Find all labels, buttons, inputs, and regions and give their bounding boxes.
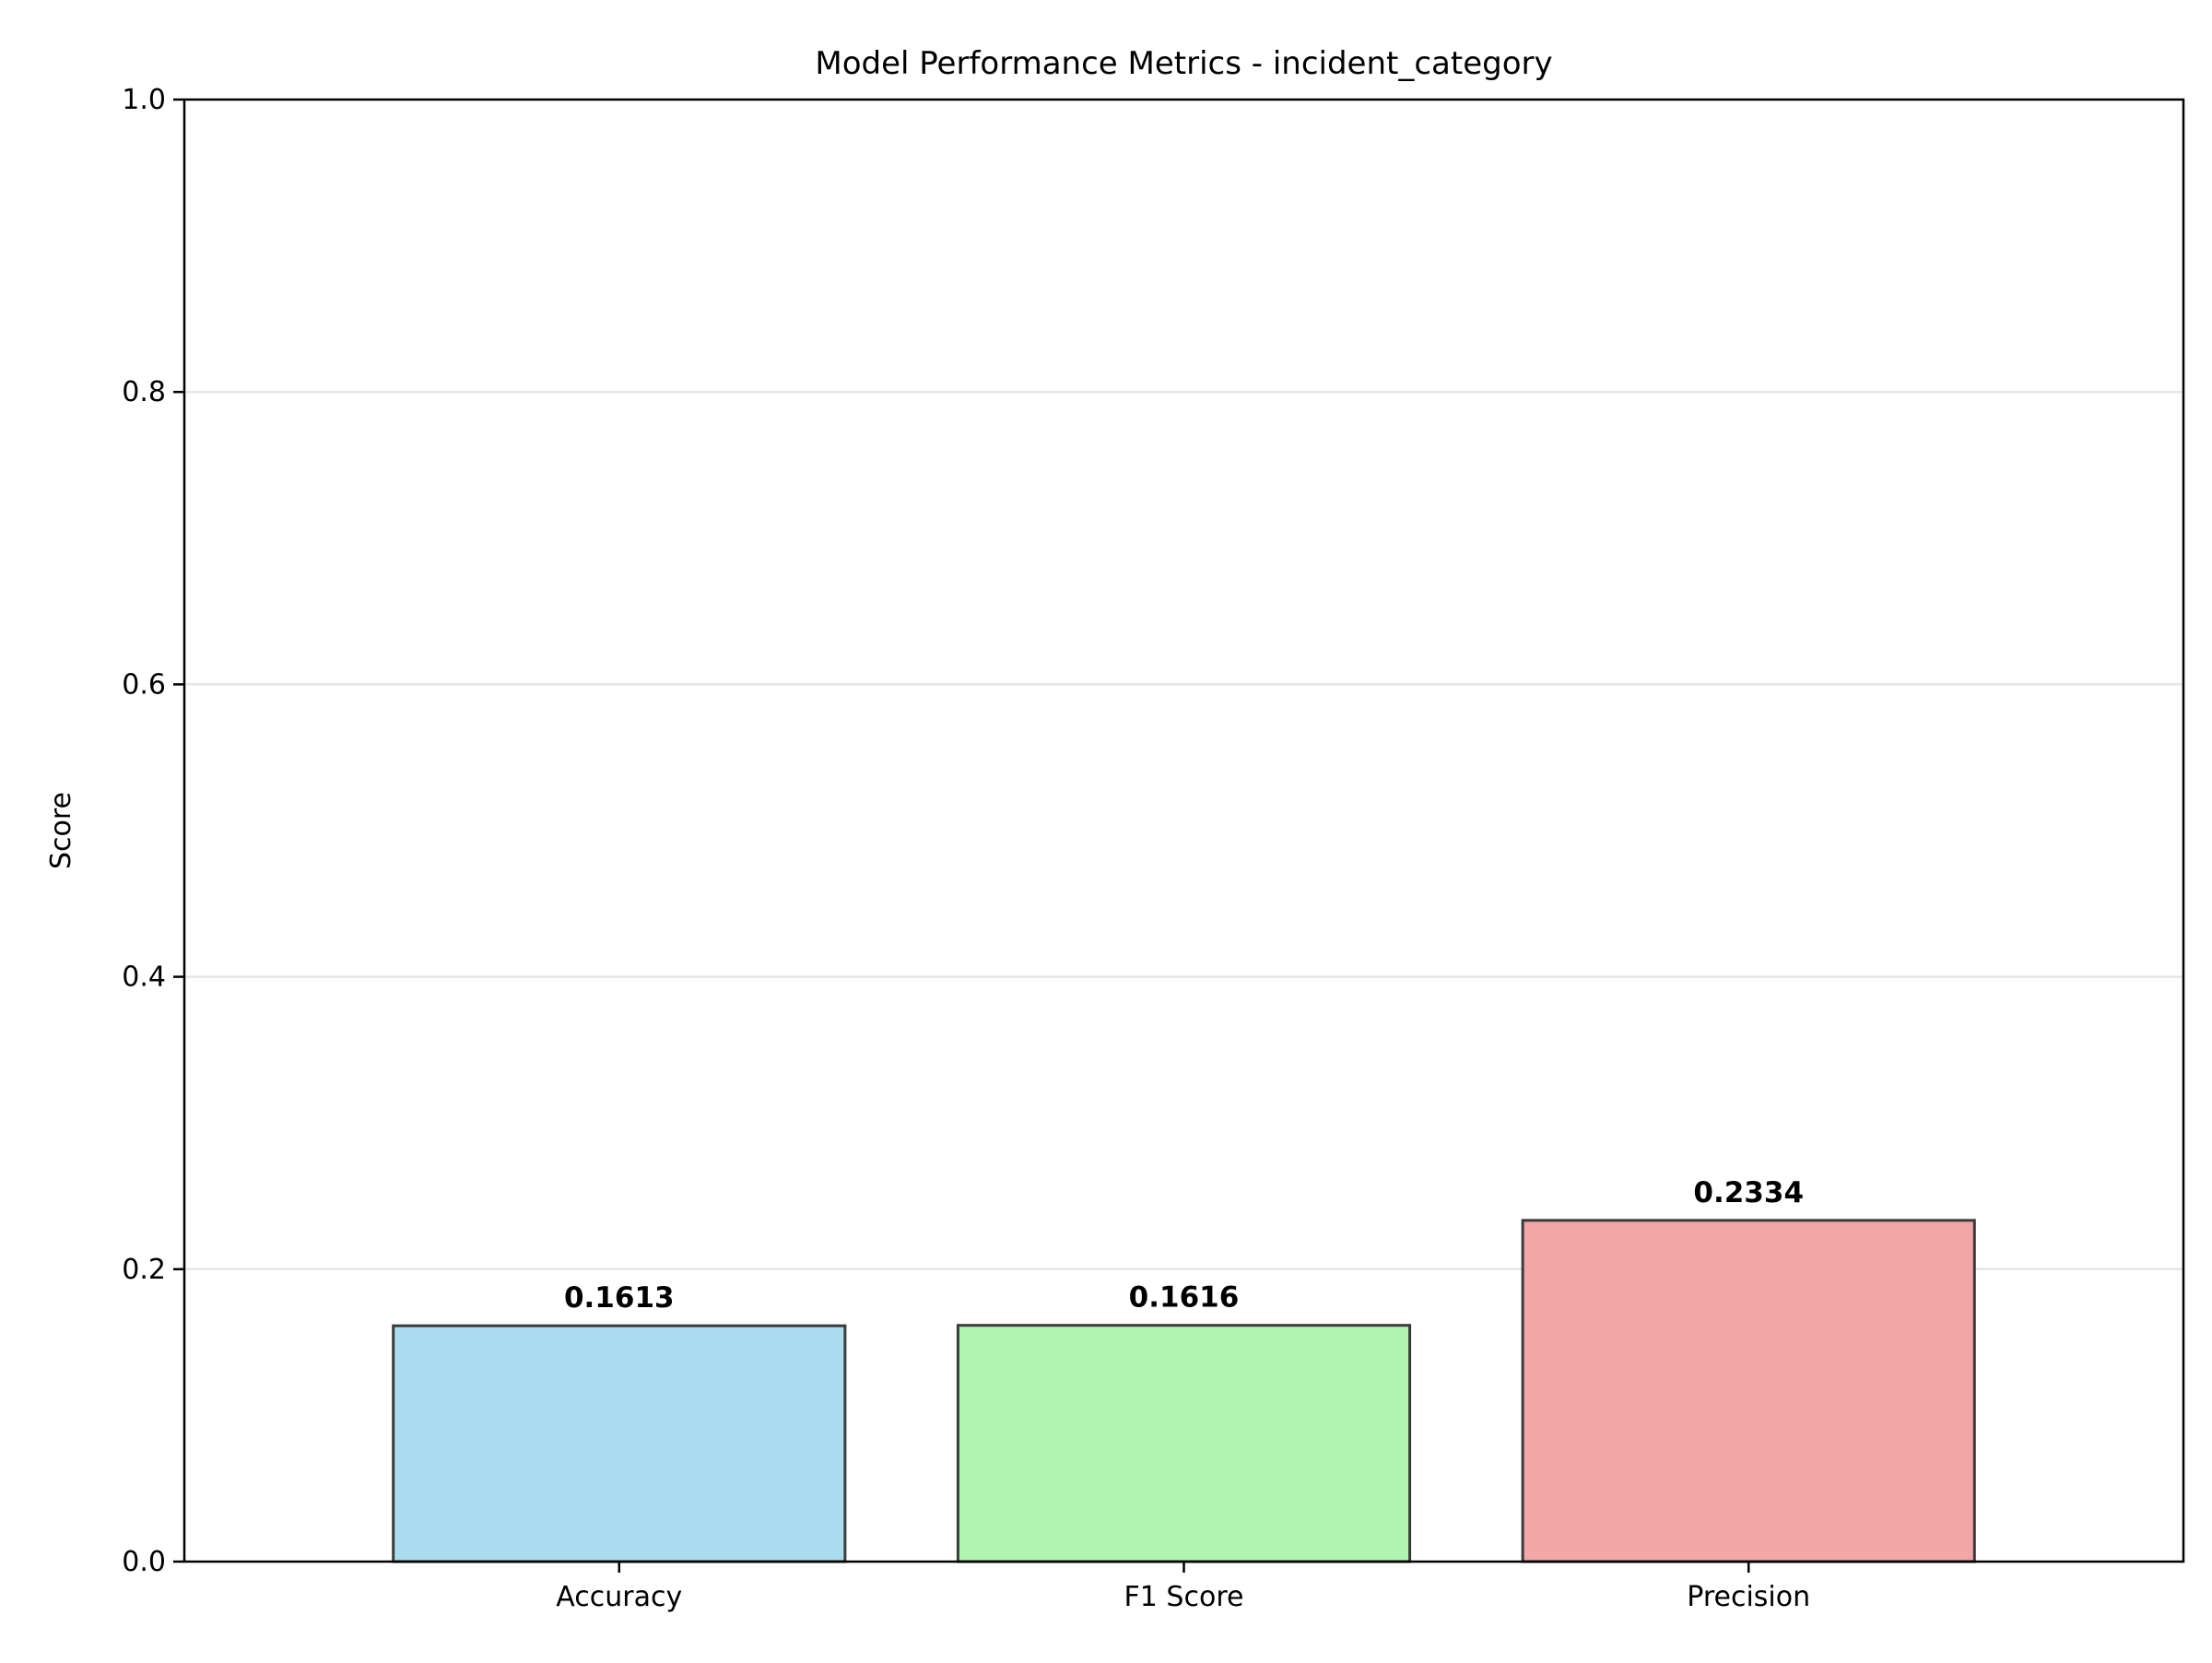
y-tick-label: 0.4: [122, 961, 166, 994]
y-tick-label: 0.2: [122, 1254, 166, 1286]
y-tick-label: 0.8: [122, 376, 166, 408]
bar-precision: [1521, 1219, 1976, 1563]
bar-value-label: 0.1616: [1129, 1281, 1240, 1315]
bar-accuracy: [392, 1324, 847, 1563]
bar-value-label: 0.2334: [1693, 1176, 1804, 1209]
y-tick-label: 0.6: [122, 668, 166, 701]
data-labels: 0.1613 0.1616 0.2334: [564, 1176, 1804, 1315]
y-axis-label: Score: [45, 792, 77, 869]
y-tick-label: 1.0: [122, 84, 166, 116]
bar-f1-score: [956, 1324, 1412, 1563]
x-tick-label: Accuracy: [556, 1581, 682, 1613]
bars: [392, 1219, 1976, 1563]
y-tick-label: 0.0: [122, 1546, 166, 1578]
bar-value-label: 0.1613: [564, 1281, 675, 1315]
chart-title: Model Performance Metrics - incident_cat…: [815, 45, 1552, 82]
grid-lines: [184, 390, 2183, 1271]
x-tick-label: Precision: [1687, 1581, 1810, 1613]
axis-ticks: 0.0 0.2 0.4 0.6 0.8 1.0 Accuracy F1 Score Precis…: [122, 84, 1810, 1613]
x-tick-label: F1 Score: [1124, 1581, 1244, 1613]
